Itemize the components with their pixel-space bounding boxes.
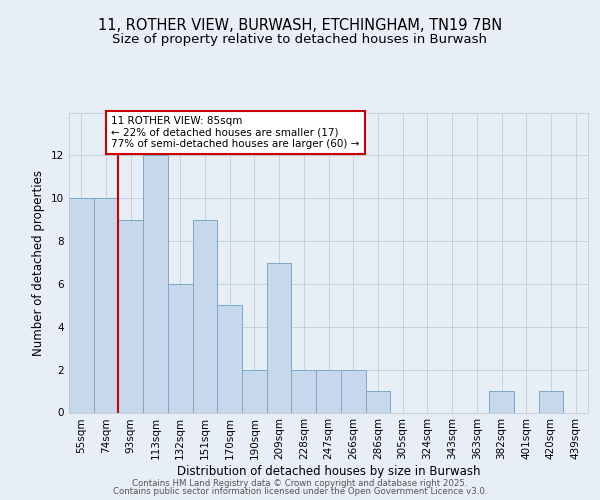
Text: Size of property relative to detached houses in Burwash: Size of property relative to detached ho… — [113, 32, 487, 46]
Bar — [94, 198, 118, 412]
Bar — [316, 370, 341, 412]
Bar — [143, 156, 168, 412]
Bar — [365, 391, 390, 412]
Bar — [69, 198, 94, 412]
X-axis label: Distribution of detached houses by size in Burwash: Distribution of detached houses by size … — [177, 465, 480, 478]
Text: Contains HM Land Registry data © Crown copyright and database right 2025.: Contains HM Land Registry data © Crown c… — [132, 478, 468, 488]
Bar — [118, 220, 143, 412]
Bar — [242, 370, 267, 412]
Bar — [292, 370, 316, 412]
Text: Contains public sector information licensed under the Open Government Licence v3: Contains public sector information licen… — [113, 488, 487, 496]
Bar — [489, 391, 514, 412]
Text: 11 ROTHER VIEW: 85sqm
← 22% of detached houses are smaller (17)
77% of semi-deta: 11 ROTHER VIEW: 85sqm ← 22% of detached … — [111, 116, 359, 149]
Text: 11, ROTHER VIEW, BURWASH, ETCHINGHAM, TN19 7BN: 11, ROTHER VIEW, BURWASH, ETCHINGHAM, TN… — [98, 18, 502, 32]
Bar — [217, 306, 242, 412]
Bar — [193, 220, 217, 412]
Y-axis label: Number of detached properties: Number of detached properties — [32, 170, 46, 356]
Bar — [539, 391, 563, 412]
Bar — [168, 284, 193, 412]
Bar — [267, 262, 292, 412]
Bar — [341, 370, 365, 412]
